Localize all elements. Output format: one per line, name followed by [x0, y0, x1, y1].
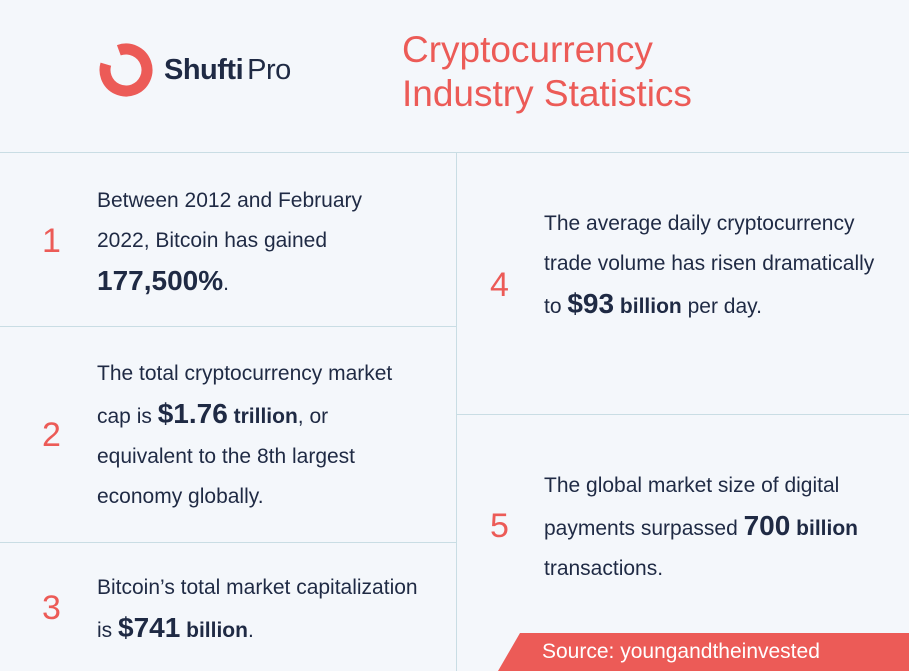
stat-text-3: Bitcoin’s total market capitalization is…	[97, 568, 437, 651]
source-banner: Source: youngandtheinvested	[498, 633, 909, 671]
stat-3-highlight: $741	[118, 612, 181, 643]
stat-text-4: The average daily cryptocurrency trade v…	[544, 204, 889, 327]
shufti-pro-logo-icon	[99, 43, 153, 97]
stat-5-highlight: 700	[743, 510, 791, 541]
stat-1-post: .	[223, 272, 229, 295]
stat-3-pre: Bitcoin’s total market capitalization is	[97, 576, 418, 642]
divider-left-2	[0, 542, 456, 543]
stat-text-5: The global market size of digital paymen…	[544, 466, 862, 589]
brand-name-regular: Pro	[247, 53, 291, 86]
stat-number-3: 3	[42, 589, 61, 627]
stat-4-pre: The average daily cryptocurrency trade v…	[544, 212, 875, 318]
stat-2-post: , or equivalent to the 8th largest econo…	[97, 405, 356, 508]
stat-3-post: .	[247, 619, 254, 642]
divider-right-1	[456, 414, 909, 415]
divider-left-1	[0, 326, 456, 327]
stat-number-2: 2	[42, 416, 61, 454]
stat-number-4: 4	[490, 266, 509, 304]
page-title: Cryptocurrency Industry Statistics	[402, 28, 692, 116]
page-title-line-2: Industry Statistics	[402, 73, 692, 114]
divider-center	[456, 152, 457, 671]
stat-5-unit: billion	[796, 517, 858, 540]
stat-4-unit: billion	[619, 295, 682, 318]
stat-number-1: 1	[42, 222, 61, 260]
stat-5-pre: The global market size of digital paymen…	[544, 474, 840, 540]
stat-4-highlight: $93	[567, 288, 615, 319]
stat-text-1: Between 2012 and February 2022, Bitcoin …	[97, 181, 417, 304]
stat-1-highlight: 177,500%	[97, 265, 224, 296]
divider-top	[0, 152, 909, 153]
stat-number-5: 5	[490, 507, 509, 545]
stat-2-highlight: $1.76	[157, 398, 228, 429]
stat-5-post: transactions.	[544, 557, 664, 580]
page-title-line-1: Cryptocurrency	[402, 29, 653, 70]
brand-logo: Shufti Pro	[96, 40, 291, 100]
stat-1-pre: Between 2012 and February 2022, Bitcoin …	[97, 189, 363, 252]
stat-text-2: The total cryptocurrency market cap is $…	[97, 354, 419, 517]
brand-name: Shufti Pro	[164, 54, 291, 87]
stat-4-post: per day.	[681, 295, 762, 318]
brand-name-bold: Shufti	[164, 53, 244, 86]
stat-2-pre: The total cryptocurrency market cap is	[97, 362, 393, 428]
stat-2-unit: trillion	[233, 405, 298, 428]
stat-3-unit: billion	[186, 619, 248, 642]
